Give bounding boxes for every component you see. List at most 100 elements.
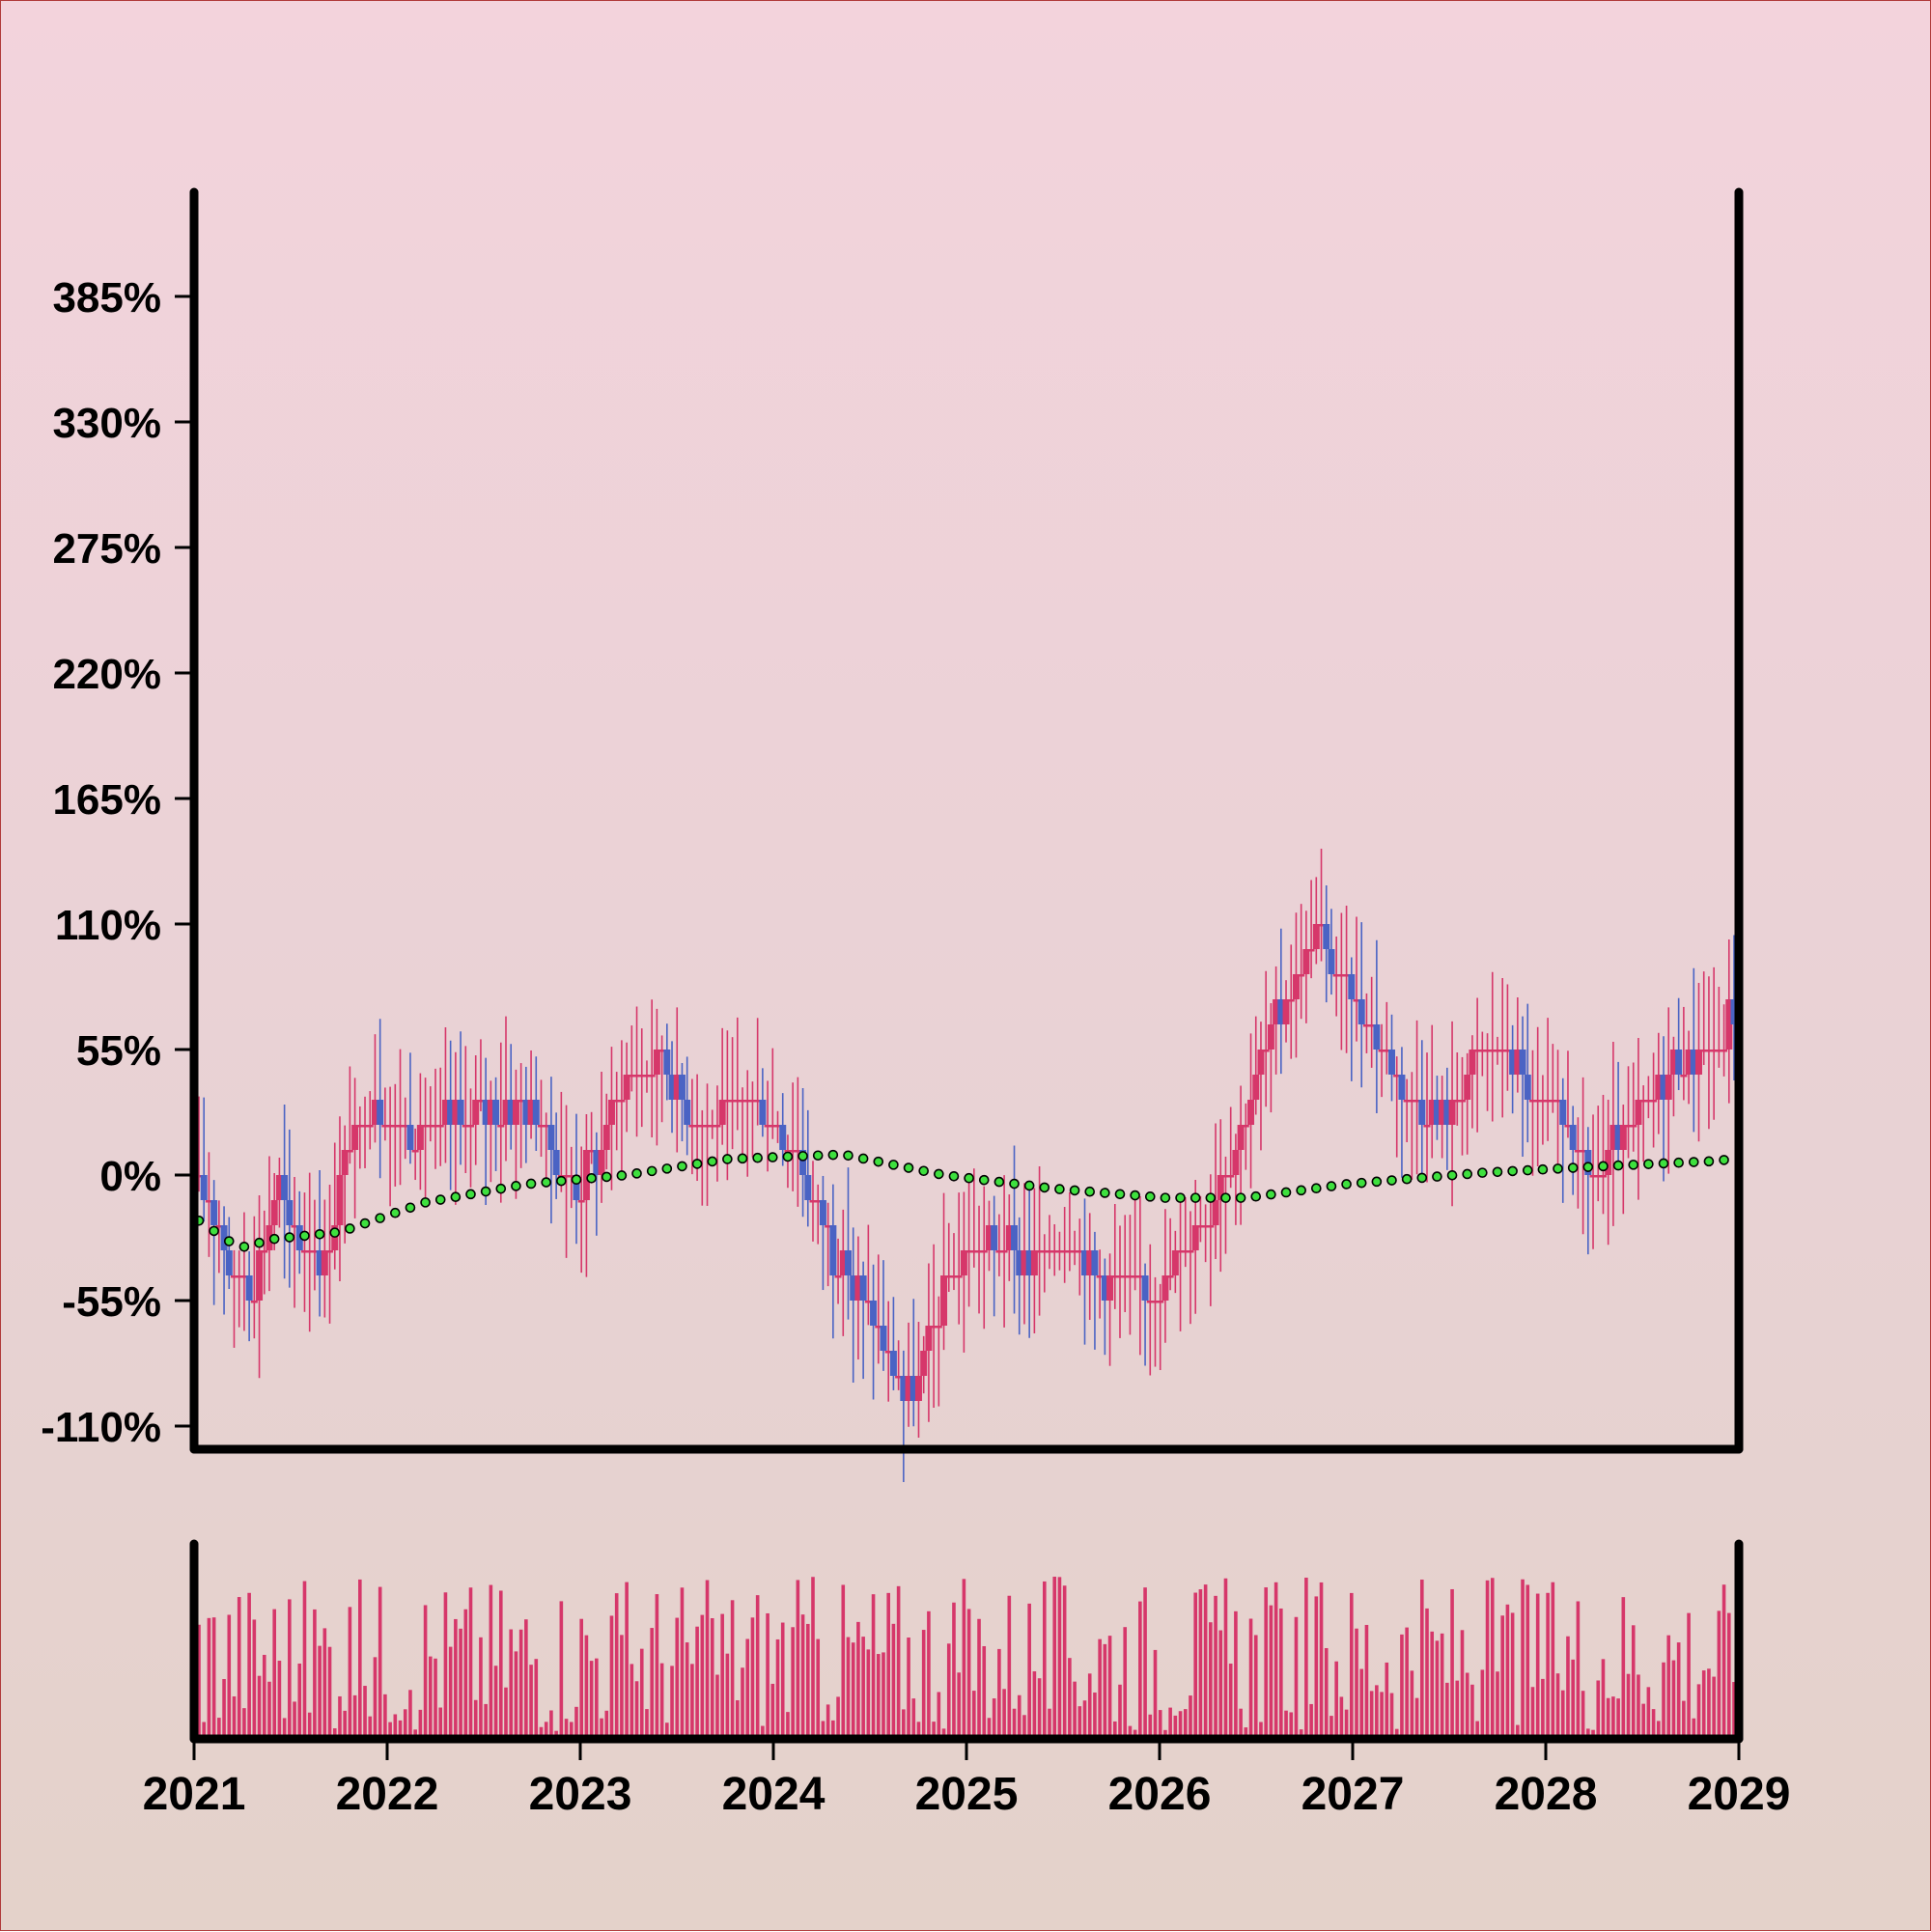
volume-bar (343, 1710, 347, 1739)
volume-bar (1043, 1581, 1047, 1739)
trend-point (978, 1174, 990, 1186)
volume-bar (352, 1694, 357, 1739)
candle-body (1091, 1250, 1099, 1275)
volume-bar (946, 1643, 951, 1739)
candle-body (1111, 1275, 1119, 1278)
volume-bar (498, 1590, 503, 1739)
volume-bar (675, 1617, 680, 1739)
candle-body (804, 1175, 812, 1200)
candle-body (452, 1100, 460, 1125)
candle-body (1362, 1024, 1370, 1027)
volume-bar (1385, 1662, 1389, 1739)
volume-bar (725, 1653, 730, 1739)
candle-body (1665, 1075, 1672, 1100)
volume-bar (1037, 1678, 1042, 1739)
volume-bar (1419, 1580, 1424, 1739)
volume-bar (564, 1719, 569, 1739)
trend-point (571, 1174, 582, 1186)
x-tick-label: 2027 (1301, 1769, 1405, 1820)
candle-body (245, 1275, 253, 1301)
volume-bar (997, 1648, 1001, 1739)
volume-bar (211, 1617, 216, 1739)
candle-body (220, 1225, 228, 1250)
volume-bar (1068, 1658, 1072, 1739)
candle-body (1076, 1250, 1083, 1253)
trend-point (1719, 1155, 1729, 1165)
trend-point (465, 1189, 476, 1200)
candle-body (291, 1225, 298, 1228)
candle-body (633, 1075, 641, 1078)
volume-bar (1621, 1597, 1626, 1739)
x-tick-label: 2026 (1108, 1769, 1212, 1820)
volume-bar (398, 1720, 403, 1739)
volume-bar (1123, 1627, 1128, 1739)
volume-bar (1309, 1703, 1313, 1739)
volume-bar (514, 1651, 518, 1739)
volume-bar (650, 1628, 654, 1739)
volume-bar (1087, 1673, 1092, 1739)
candle-body (1524, 1075, 1531, 1100)
candle-body (985, 1225, 993, 1250)
volume-bar (1687, 1612, 1691, 1739)
candle-body (1609, 1125, 1617, 1150)
trend-point (1688, 1157, 1699, 1167)
volume-bar (373, 1657, 378, 1739)
volume-bar (322, 1628, 327, 1739)
volume-bar (1510, 1612, 1515, 1739)
candle-body (582, 1150, 590, 1200)
volume-bar (1696, 1684, 1701, 1739)
volume-bar (438, 1707, 443, 1739)
volume-bar (791, 1627, 795, 1739)
candle-body (497, 1125, 505, 1128)
candle-body (714, 1125, 721, 1128)
volume-bar (1611, 1696, 1615, 1739)
candle-body (1021, 1250, 1028, 1275)
volume-bar (1218, 1630, 1223, 1739)
candle-body (799, 1150, 807, 1175)
y-tick-label: 110% (55, 902, 161, 949)
volume-bar (745, 1638, 750, 1739)
volume-bar (1253, 1635, 1258, 1739)
trend-point (1522, 1164, 1533, 1176)
candle-body (1464, 1075, 1471, 1100)
volume-bar (1032, 1671, 1037, 1739)
volume-bar (589, 1661, 594, 1739)
candle-body (784, 1150, 792, 1153)
volume-bar (489, 1584, 493, 1739)
candle-body (537, 1125, 545, 1128)
volume-bar (1676, 1642, 1681, 1739)
volume-bar (529, 1665, 533, 1739)
candle-body (1710, 1050, 1718, 1052)
volume-bar (307, 1712, 312, 1739)
volume-bar (1496, 1671, 1499, 1739)
candle-body (1619, 1125, 1627, 1150)
volume-bar (1324, 1647, 1329, 1739)
trend-point (1039, 1182, 1050, 1193)
volume-bar (1128, 1725, 1133, 1739)
volume-bar (247, 1592, 251, 1739)
volume-bar (1344, 1709, 1349, 1739)
candle-body (1262, 1050, 1270, 1052)
volume-bar (1641, 1703, 1645, 1739)
trend-point (1658, 1158, 1669, 1169)
volume-bar (736, 1700, 740, 1739)
candle-body (844, 1250, 852, 1275)
candle-body (1393, 1075, 1401, 1078)
volume-bar (1586, 1728, 1590, 1739)
candle-body (1196, 1225, 1204, 1228)
candle-body (628, 1075, 635, 1078)
candle-body (1403, 1100, 1411, 1103)
trend-point (843, 1150, 854, 1162)
candle-body (381, 1125, 389, 1128)
candle-body (588, 1150, 596, 1153)
volume-bar (805, 1623, 810, 1739)
volume-bar (297, 1663, 302, 1739)
candle-body (1398, 1075, 1406, 1100)
candle-body (955, 1275, 963, 1278)
volume-bar (826, 1704, 830, 1739)
volume-bar (1153, 1649, 1158, 1739)
candle-body (1549, 1100, 1556, 1103)
trend-point (1703, 1156, 1715, 1167)
volume-bar (1118, 1684, 1122, 1739)
